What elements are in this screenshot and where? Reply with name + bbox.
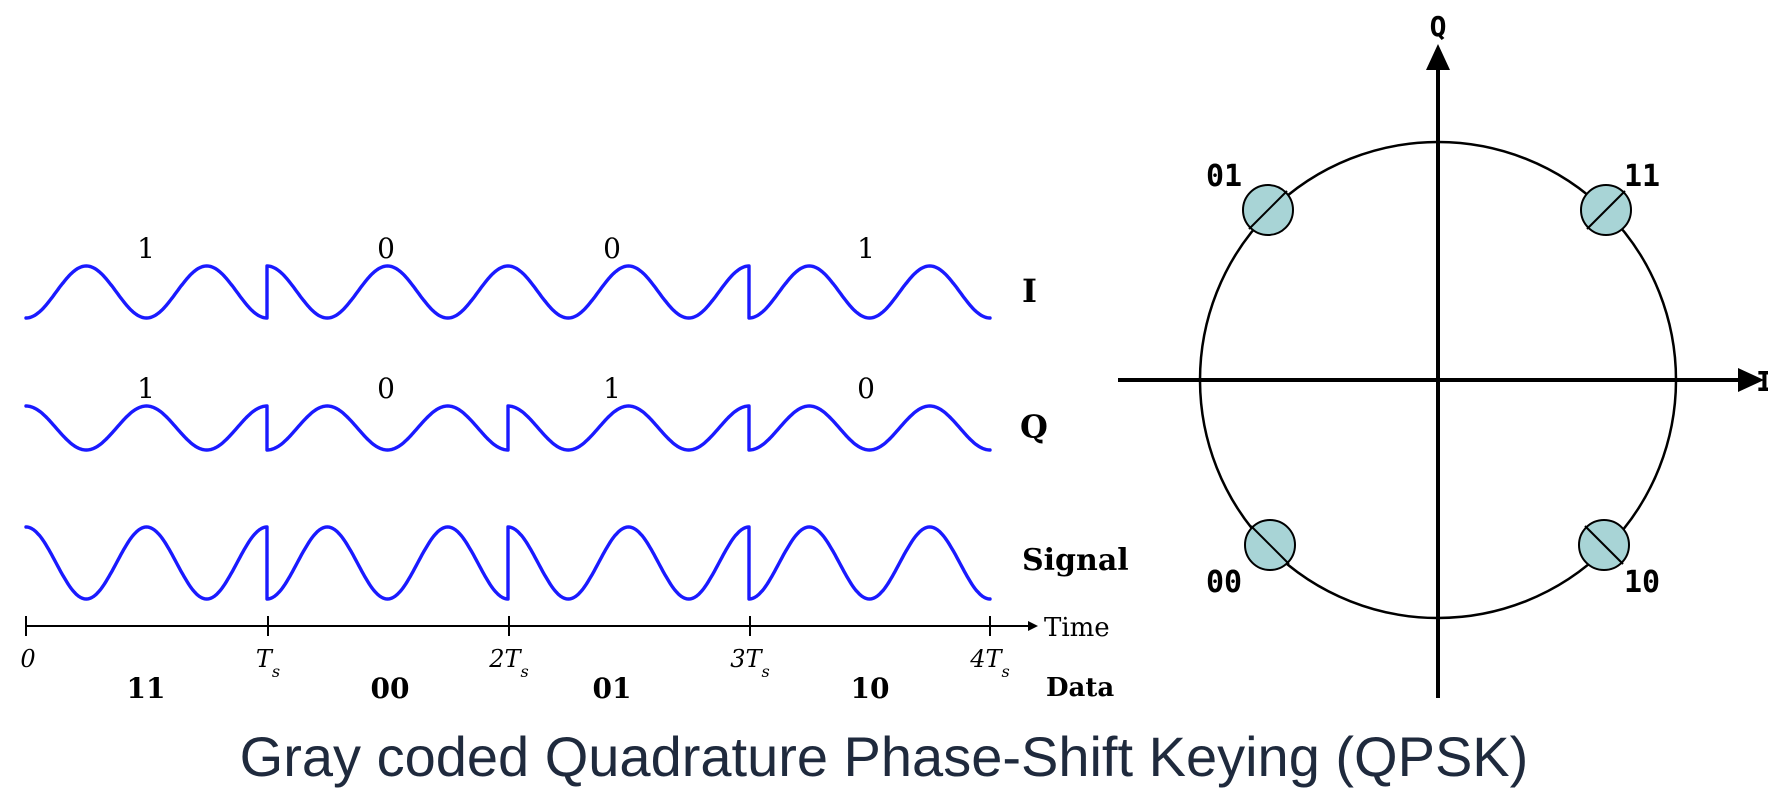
time-axis-label: Time [1044, 613, 1110, 643]
q-bit-3: 1 [603, 372, 621, 405]
signal-row-label: Signal [1022, 543, 1129, 578]
data-symbols: 11 00 01 10 Data [127, 672, 1115, 705]
constellation-point-00: 00 [1206, 519, 1296, 600]
q-waveform [24, 404, 992, 452]
constellation-label-11: 11 [1624, 159, 1660, 194]
constellation-label-01: 01 [1206, 159, 1242, 194]
signal-waveform [24, 525, 992, 601]
i-bit-1: 1 [137, 232, 155, 265]
constellation-point-01: 01 [1206, 159, 1294, 236]
signal-row: Signal [24, 525, 1129, 601]
i-bit-3: 0 [603, 232, 621, 265]
i-row-label: I [1022, 272, 1037, 310]
q-row: 1 0 1 0 Q [24, 372, 1048, 452]
i-bit-4: 1 [857, 232, 875, 265]
constellation-point-10: 10 [1578, 519, 1660, 600]
tick-label-0: 0 [20, 645, 35, 673]
q-row-label: Q [1020, 408, 1048, 446]
i-bit-2: 0 [377, 232, 395, 265]
i-axis-label: I [1756, 365, 1768, 398]
tick-label-2ts: 2Ts [488, 645, 529, 681]
constellation-point-11: 11 [1580, 159, 1660, 236]
i-waveform [24, 264, 992, 320]
i-row: 1 0 0 1 I [24, 232, 1037, 320]
constellation-label-10: 10 [1624, 565, 1660, 600]
tick-label-4ts: 4Ts [969, 645, 1010, 681]
figure-caption: Gray coded Quadrature Phase-Shift Keying… [239, 725, 1529, 788]
timing-diagram: 1 0 0 1 I 1 0 1 0 Q Signal Tim [20, 232, 1128, 705]
tick-label-ts: Ts [256, 645, 280, 681]
time-axis: Time 0 Ts 2Ts 3Ts 4Ts [20, 613, 1109, 681]
data-symbol-2: 00 [371, 672, 410, 705]
constellation-label-00: 00 [1206, 565, 1242, 600]
data-symbol-3: 01 [593, 672, 632, 705]
data-symbol-4: 10 [851, 672, 890, 705]
q-bit-2: 0 [377, 372, 395, 405]
q-bit-4: 0 [857, 372, 875, 405]
data-symbol-1: 11 [127, 672, 166, 705]
q-axis-arrowhead [1426, 44, 1450, 70]
i-axis-arrowhead [1738, 368, 1764, 392]
data-label: Data [1046, 673, 1114, 703]
q-axis-label: Q [1430, 10, 1447, 43]
q-bit-1: 1 [137, 372, 155, 405]
tick-label-3ts: 3Ts [730, 645, 770, 681]
constellation-diagram: Q I 11 01 00 10 [1118, 10, 1768, 698]
